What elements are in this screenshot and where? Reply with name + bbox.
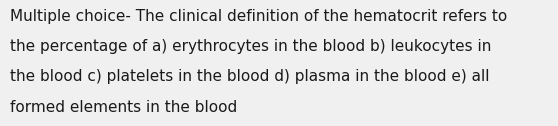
Text: Multiple choice- The clinical definition of the hematocrit refers to: Multiple choice- The clinical definition… xyxy=(10,9,507,24)
Text: the blood c) platelets in the blood d) plasma in the blood e) all: the blood c) platelets in the blood d) p… xyxy=(10,69,489,84)
Text: the percentage of a) erythrocytes in the blood b) leukocytes in: the percentage of a) erythrocytes in the… xyxy=(10,39,492,54)
Text: formed elements in the blood: formed elements in the blood xyxy=(10,100,237,115)
